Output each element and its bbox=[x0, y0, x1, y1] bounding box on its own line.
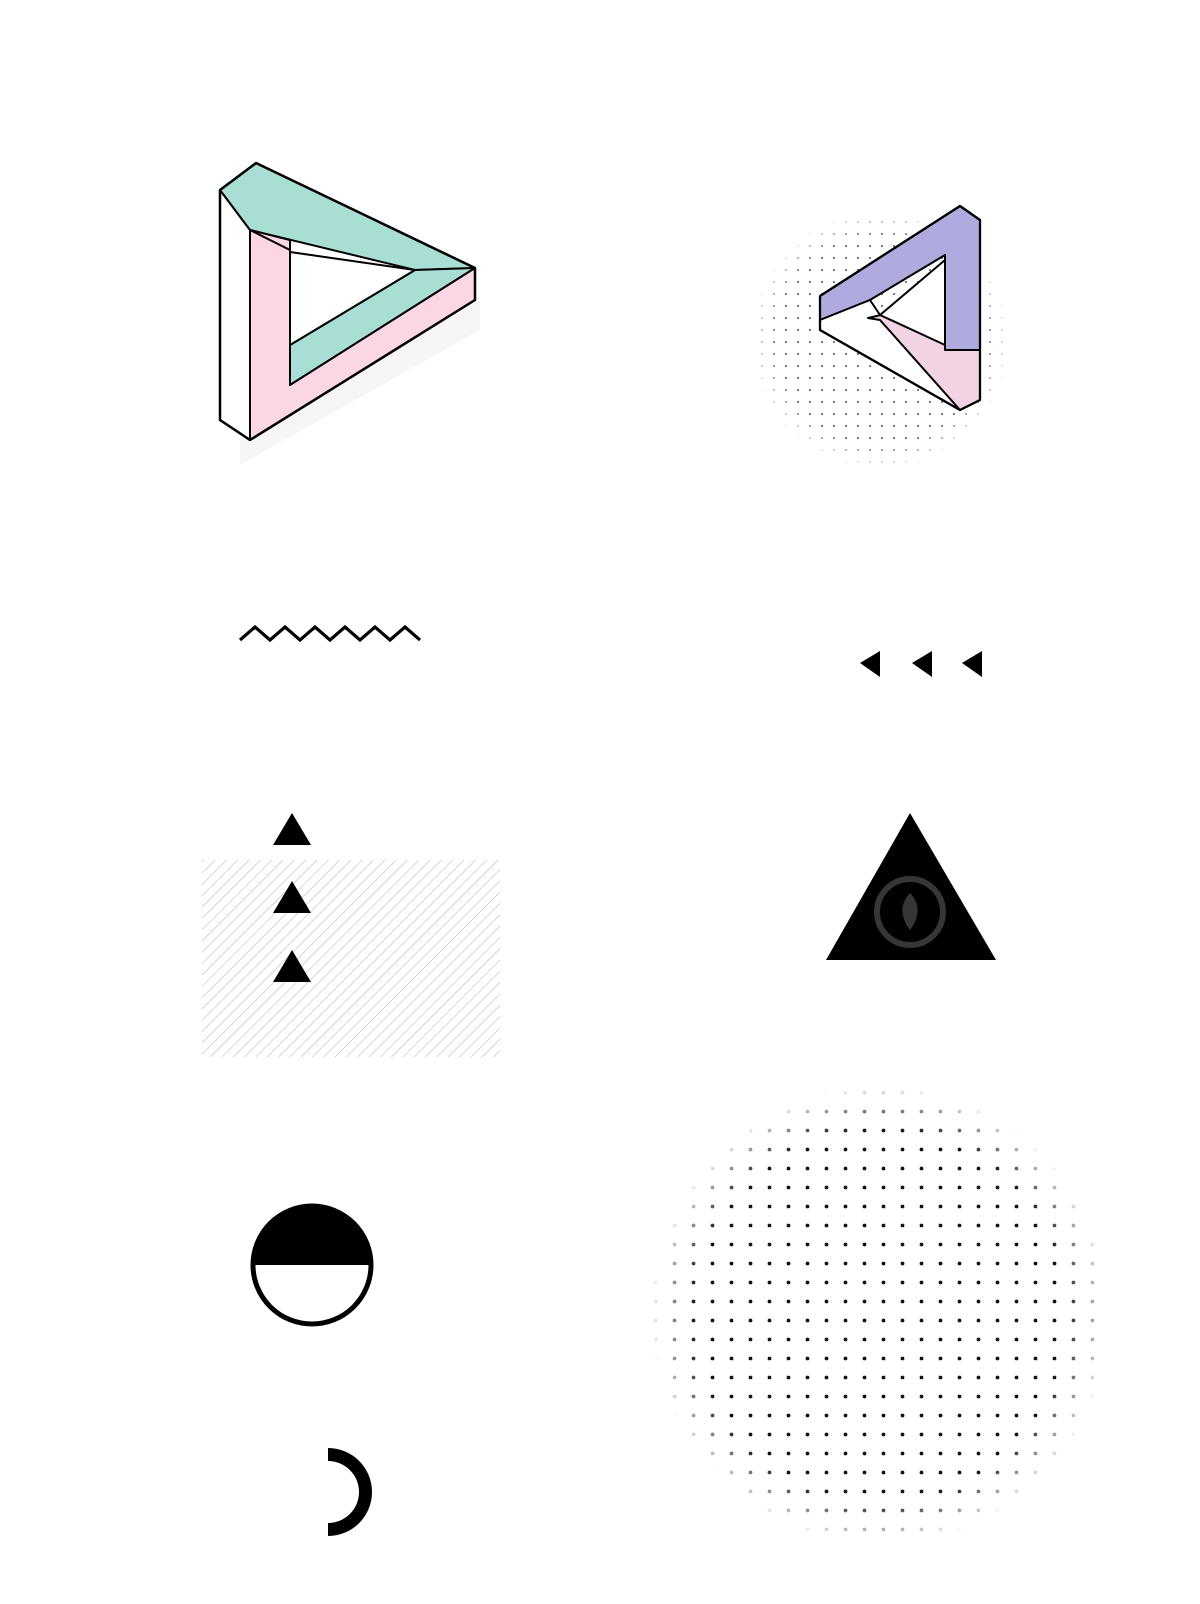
impossible-triangle-lavender-pink bbox=[818, 204, 982, 412]
zigzag-line bbox=[238, 624, 422, 643]
solid-triangle bbox=[826, 813, 996, 960]
left-arrow-triangle bbox=[912, 651, 932, 677]
impossible-triangle-mint-pink bbox=[218, 161, 480, 465]
left-arrow-triangles bbox=[860, 651, 982, 677]
left-arrow-triangle bbox=[962, 651, 982, 677]
half-ring-arc bbox=[328, 1448, 372, 1536]
small-triangle bbox=[273, 881, 311, 913]
watermark-logo bbox=[874, 876, 946, 948]
half-filled-circle bbox=[250, 1203, 374, 1327]
left-arrow-triangle bbox=[860, 651, 880, 677]
dotted-circle-large bbox=[650, 1085, 1110, 1545]
small-triangle bbox=[273, 813, 311, 845]
hatched-rectangle bbox=[202, 860, 500, 1057]
stacked-small-triangles bbox=[273, 813, 311, 982]
small-triangle bbox=[273, 950, 311, 982]
